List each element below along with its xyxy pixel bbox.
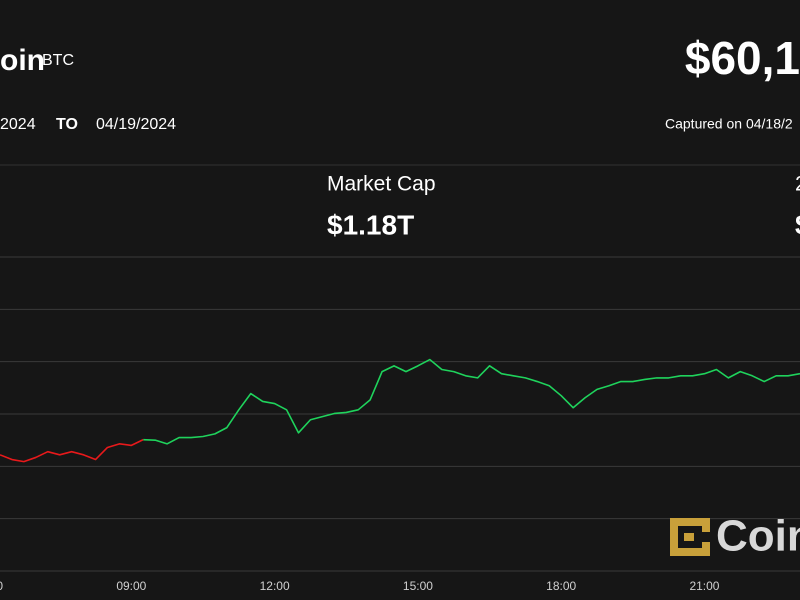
coin-name: oin [0,44,45,77]
stat-label: 2 [795,173,800,196]
plot [0,358,800,463]
price: $60,1 [685,32,800,84]
to-date: 04/19/2024 [96,116,176,133]
coin-symbol: BTC [42,52,74,69]
stat-label: Market Cap [327,173,436,196]
stat-value: $ [795,209,800,240]
x-tick-label: 12:00 [260,579,290,593]
captured-note: Captured on 04/18/2 [665,116,793,132]
to-label: TO [56,116,78,133]
price-line [143,358,800,445]
x-tick-label: 15:00 [403,579,433,593]
watermark: Coin [716,512,800,561]
stat-value: $1.18T [327,209,414,240]
x-tick-label: 21:00 [689,579,719,593]
watermark-icon [670,518,710,556]
price-line [0,438,144,463]
grid: 06:00 09:00 12:00 15:00 18:00 21:00 [0,256,800,593]
from-date: 2024 [0,116,36,133]
x-tick-label: 09:00 [116,579,146,593]
x-tick-label: 18:00 [546,579,576,593]
x-tick-label: 06:00 [0,579,3,593]
